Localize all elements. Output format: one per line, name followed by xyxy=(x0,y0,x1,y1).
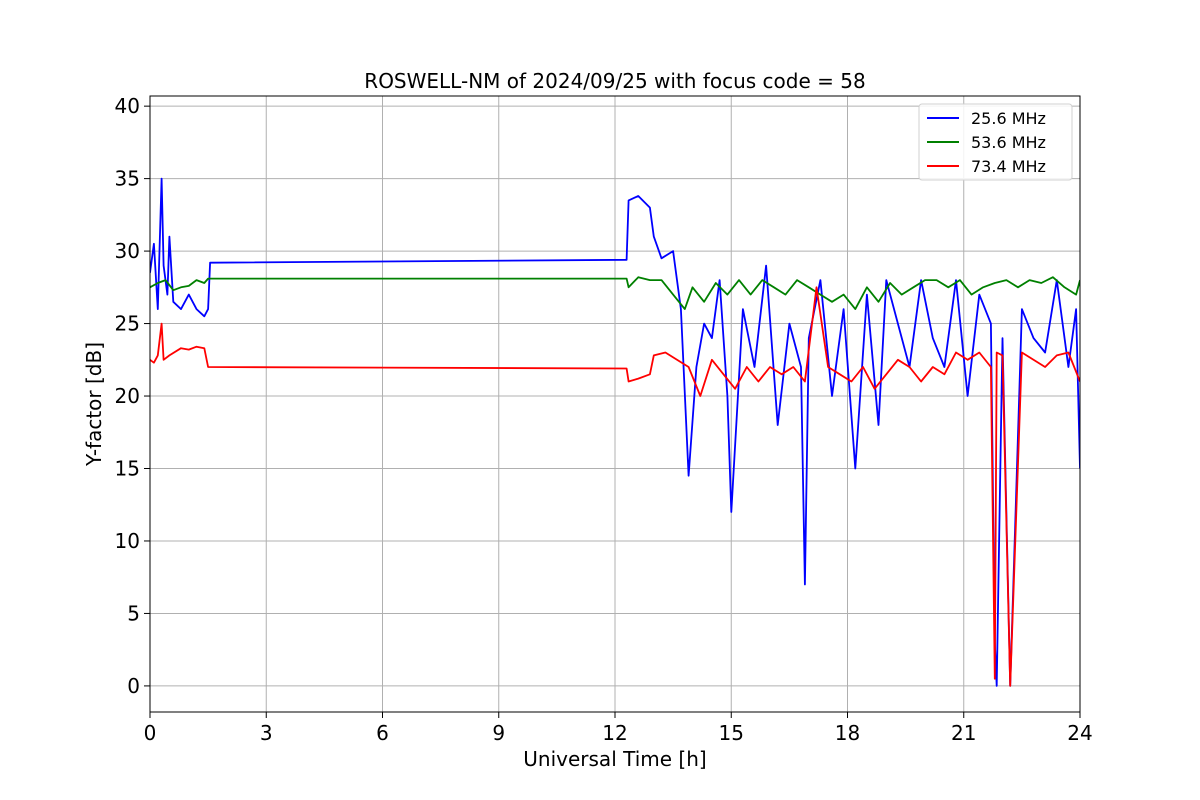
y-tick-label: 20 xyxy=(115,384,140,408)
grid xyxy=(149,96,1081,712)
y-tick-label: 10 xyxy=(115,529,140,553)
x-tick-label: 12 xyxy=(602,721,627,745)
y-tick-label: 25 xyxy=(115,312,140,336)
chart-title: ROSWELL-NM of 2024/09/25 with focus code… xyxy=(364,69,865,93)
legend-label: 25.6 MHz xyxy=(971,109,1046,128)
x-tick-label: 9 xyxy=(492,721,505,745)
series-layer xyxy=(150,177,1080,687)
legend-label: 53.6 MHz xyxy=(971,133,1046,152)
legend-label: 73.4 MHz xyxy=(971,157,1046,176)
series-line-2 xyxy=(150,276,1080,311)
x-axis-ticks: 0 3 6 9 12 15 18 21 24 xyxy=(144,712,1093,745)
x-tick-label: 0 xyxy=(144,721,157,745)
x-tick-label: 6 xyxy=(376,721,389,745)
y-axis-ticks: 0 5 10 15 20 25 30 35 40 xyxy=(115,94,150,698)
y-tick-label: 40 xyxy=(115,94,140,118)
y-tick-label: 35 xyxy=(115,167,140,191)
legend: 25.6 MHz 53.6 MHz 73.4 MHz xyxy=(918,103,1073,181)
y-tick-label: 0 xyxy=(127,674,140,698)
y-tick-label: 5 xyxy=(127,601,140,625)
y-tick-label: 15 xyxy=(115,456,140,480)
x-tick-label: 18 xyxy=(835,721,860,745)
x-axis-label: Universal Time [h] xyxy=(523,747,706,771)
x-tick-label: 15 xyxy=(719,721,744,745)
x-tick-label: 3 xyxy=(260,721,273,745)
x-tick-label: 24 xyxy=(1067,721,1092,745)
x-tick-label: 21 xyxy=(951,721,976,745)
y-axis-label: Y-factor [dB] xyxy=(82,342,106,467)
series-line-3 xyxy=(150,286,1080,687)
legend-box xyxy=(918,103,1073,181)
y-tick-label: 30 xyxy=(115,239,140,263)
